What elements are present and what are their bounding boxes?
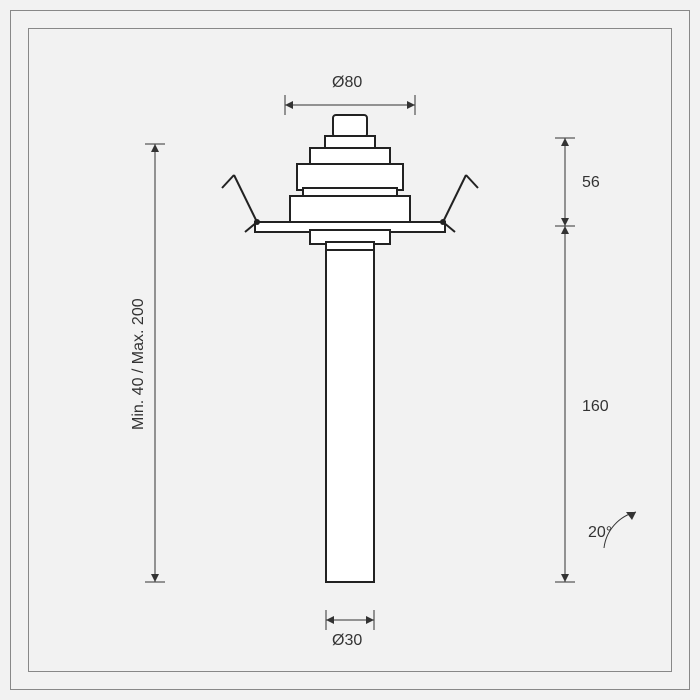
label-top-diameter: Ø80 <box>332 74 362 92</box>
label-bottom-diameter: Ø30 <box>332 632 362 650</box>
dim-left <box>145 144 165 582</box>
dim-right-upper <box>555 138 575 226</box>
label-right-lower: 160 <box>582 398 609 416</box>
spring-clip-right <box>440 175 478 232</box>
dim-right-lower <box>555 226 575 582</box>
technical-drawing <box>0 0 700 700</box>
label-left: Min. 40 / Max. 200 <box>130 298 148 430</box>
fixture-shape <box>255 115 445 582</box>
spring-clip-left <box>222 175 260 232</box>
label-angle: 20° <box>588 524 612 542</box>
label-right-upper: 56 <box>582 174 600 192</box>
dim-top-diameter <box>285 95 415 115</box>
dim-bottom-diameter <box>326 610 374 630</box>
